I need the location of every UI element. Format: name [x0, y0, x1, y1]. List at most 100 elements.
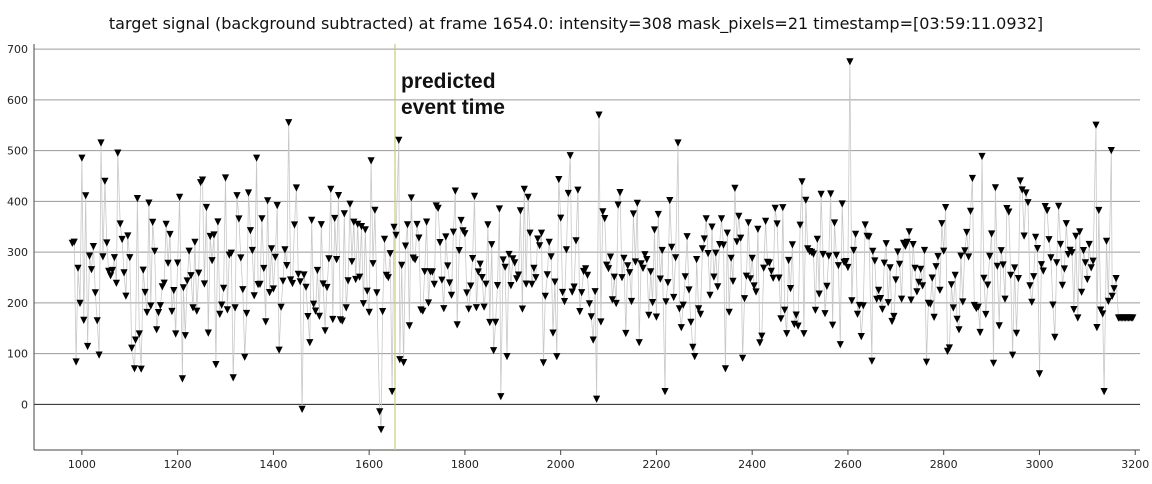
data-point	[1107, 147, 1115, 155]
data-point	[1051, 333, 1059, 341]
data-point	[868, 357, 876, 365]
data-point	[156, 302, 164, 310]
data-point	[654, 210, 662, 219]
data-point	[1037, 261, 1045, 269]
data-point	[421, 268, 429, 276]
data-point	[597, 318, 605, 326]
signal-points	[68, 58, 1137, 434]
data-point	[120, 269, 128, 277]
data-point	[714, 283, 722, 291]
data-point	[461, 230, 469, 238]
data-point	[107, 272, 115, 280]
data-point	[1011, 264, 1019, 272]
data-point	[253, 154, 261, 162]
data-point	[216, 310, 224, 318]
data-point	[520, 185, 528, 193]
data-point	[202, 203, 210, 212]
data-point	[903, 238, 911, 246]
data-point	[178, 375, 186, 383]
data-point	[1074, 314, 1082, 322]
data-point	[469, 255, 477, 263]
data-point	[543, 271, 551, 279]
data-point	[233, 192, 241, 200]
data-point	[200, 280, 208, 288]
data-point	[472, 304, 480, 312]
data-point	[608, 296, 616, 304]
data-point	[1041, 203, 1049, 211]
data-point	[302, 283, 310, 291]
data-point	[813, 235, 821, 243]
data-point	[220, 284, 228, 292]
data-point	[99, 253, 107, 261]
data-point	[788, 241, 796, 249]
data-point	[1100, 388, 1108, 396]
data-point	[164, 259, 172, 267]
data-point	[1007, 271, 1015, 279]
data-point	[666, 197, 674, 205]
data-point	[719, 241, 728, 249]
data-point	[593, 395, 601, 403]
data-point	[237, 254, 245, 262]
data-point	[449, 228, 457, 236]
data-point	[315, 312, 323, 320]
data-point	[344, 277, 352, 285]
data-point	[87, 266, 96, 274]
data-point	[658, 246, 666, 255]
data-point	[411, 256, 419, 264]
data-point	[147, 302, 155, 310]
data-point	[926, 300, 934, 308]
data-point	[988, 230, 996, 238]
data-point	[365, 308, 373, 316]
data-point	[292, 184, 300, 192]
data-point	[777, 315, 785, 323]
data-point	[825, 252, 833, 260]
data-point	[1099, 310, 1107, 318]
data-point	[135, 330, 143, 338]
data-point	[310, 300, 318, 308]
data-point	[187, 272, 195, 280]
data-point	[373, 289, 381, 297]
data-point	[342, 304, 350, 312]
data-point	[917, 265, 925, 273]
data-point	[112, 279, 120, 287]
data-point	[340, 210, 348, 218]
data-point	[76, 299, 84, 307]
data-point	[968, 174, 976, 183]
data-point	[809, 250, 818, 258]
data-point	[348, 258, 356, 266]
data-point	[622, 329, 630, 338]
data-point	[627, 297, 636, 306]
data-point	[1035, 370, 1044, 378]
x-tick-label: 3000	[1025, 458, 1053, 471]
data-point	[451, 187, 459, 195]
x-tick-label: 1400	[259, 458, 287, 471]
data-point	[585, 300, 593, 308]
data-point	[329, 315, 337, 324]
data-point	[256, 280, 264, 288]
data-point	[898, 295, 906, 303]
data-point	[114, 149, 122, 157]
y-tick-label: 300	[7, 246, 28, 259]
data-point	[126, 254, 134, 262]
data-point	[539, 359, 547, 367]
data-point	[547, 253, 555, 261]
data-point	[229, 374, 237, 382]
data-point	[453, 321, 461, 329]
data-point	[721, 365, 729, 373]
x-tick-label: 1800	[451, 458, 479, 471]
data-point	[1001, 295, 1009, 303]
data-point	[470, 192, 479, 200]
x-tick-label: 2800	[930, 458, 958, 471]
data-point	[181, 332, 189, 340]
data-point	[986, 252, 994, 260]
data-point	[534, 235, 542, 243]
data-point	[371, 206, 379, 214]
data-point	[227, 249, 235, 257]
data-point	[876, 295, 885, 303]
data-point	[892, 276, 900, 284]
data-point	[706, 291, 714, 299]
data-point	[108, 266, 117, 275]
data-point	[379, 308, 387, 316]
data-point	[685, 286, 693, 294]
